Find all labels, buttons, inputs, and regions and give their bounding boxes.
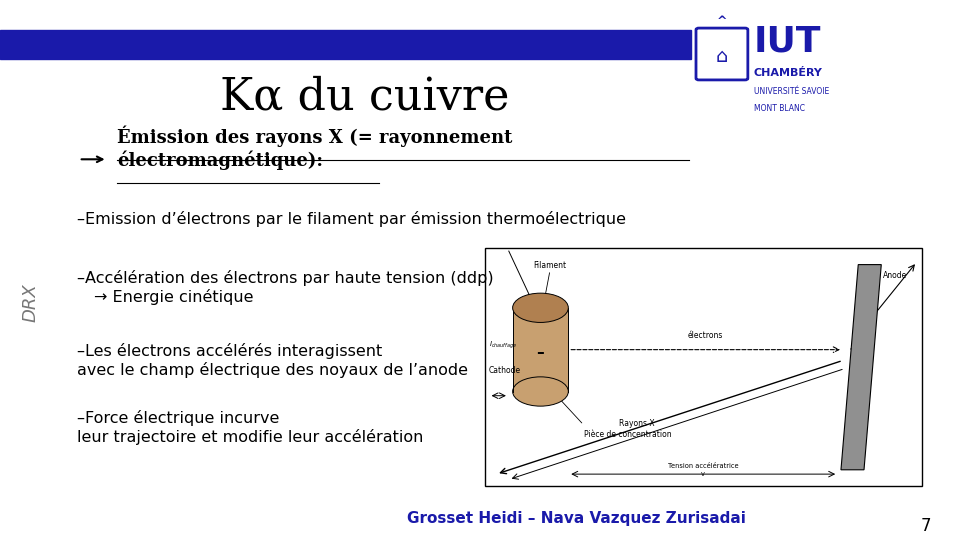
Text: –Force électrique incurve: –Force électrique incurve: [77, 410, 279, 427]
Text: IUT: IUT: [754, 24, 821, 58]
Polygon shape: [841, 265, 881, 470]
Text: –Les électrons accélérés interagissent: –Les électrons accélérés interagissent: [77, 343, 382, 359]
Text: $I_{chauffage}$: $I_{chauffage}$: [489, 340, 516, 351]
Text: électromagnétique):: électromagnétique):: [117, 151, 324, 170]
Text: CHAMBÉRY: CHAMBÉRY: [754, 68, 823, 78]
Text: MONT BLANC: MONT BLANC: [754, 104, 804, 113]
Text: Rayons X: Rayons X: [619, 420, 655, 428]
Text: ^: ^: [717, 15, 727, 28]
Ellipse shape: [513, 293, 568, 322]
Bar: [485, 248, 922, 486]
Text: +: +: [848, 342, 861, 357]
Bar: [513, 308, 568, 392]
Text: leur trajectoire et modifie leur accélération: leur trajectoire et modifie leur accélér…: [77, 429, 423, 445]
Text: Kα du cuivre: Kα du cuivre: [220, 76, 510, 119]
Ellipse shape: [513, 377, 568, 406]
Text: –: –: [537, 345, 544, 360]
Text: DRX: DRX: [22, 283, 39, 322]
Text: → Energie cinétique: → Energie cinétique: [94, 289, 253, 305]
Bar: [0, 30, 691, 59]
Text: Grosset Heidi – Nava Vazquez Zurisadai: Grosset Heidi – Nava Vazquez Zurisadai: [407, 511, 745, 526]
Text: Pièce de concentration: Pièce de concentration: [584, 430, 671, 439]
Text: avec le champ électrique des noyaux de l’anode: avec le champ électrique des noyaux de l…: [77, 362, 468, 378]
Text: Émission des rayons X (= rayonnement: Émission des rayons X (= rayonnement: [117, 125, 513, 147]
Text: –Emission d’électrons par le filament par émission thermoélectrique: –Emission d’électrons par le filament pa…: [77, 211, 626, 227]
Text: électrons: électrons: [688, 331, 723, 340]
Text: ⌂: ⌂: [716, 47, 728, 66]
Text: Cathode: Cathode: [489, 366, 520, 375]
Text: v: v: [701, 471, 706, 477]
Text: Filament: Filament: [534, 261, 566, 270]
Text: Anode: Anode: [883, 271, 907, 280]
Text: –Accélération des électrons par haute tension (ddp): –Accélération des électrons par haute te…: [77, 270, 493, 286]
Text: 7: 7: [921, 517, 931, 535]
Text: Tension accélératrice: Tension accélératrice: [668, 463, 738, 469]
Text: UNIVERSITÉ SAVOIE: UNIVERSITÉ SAVOIE: [754, 87, 828, 97]
